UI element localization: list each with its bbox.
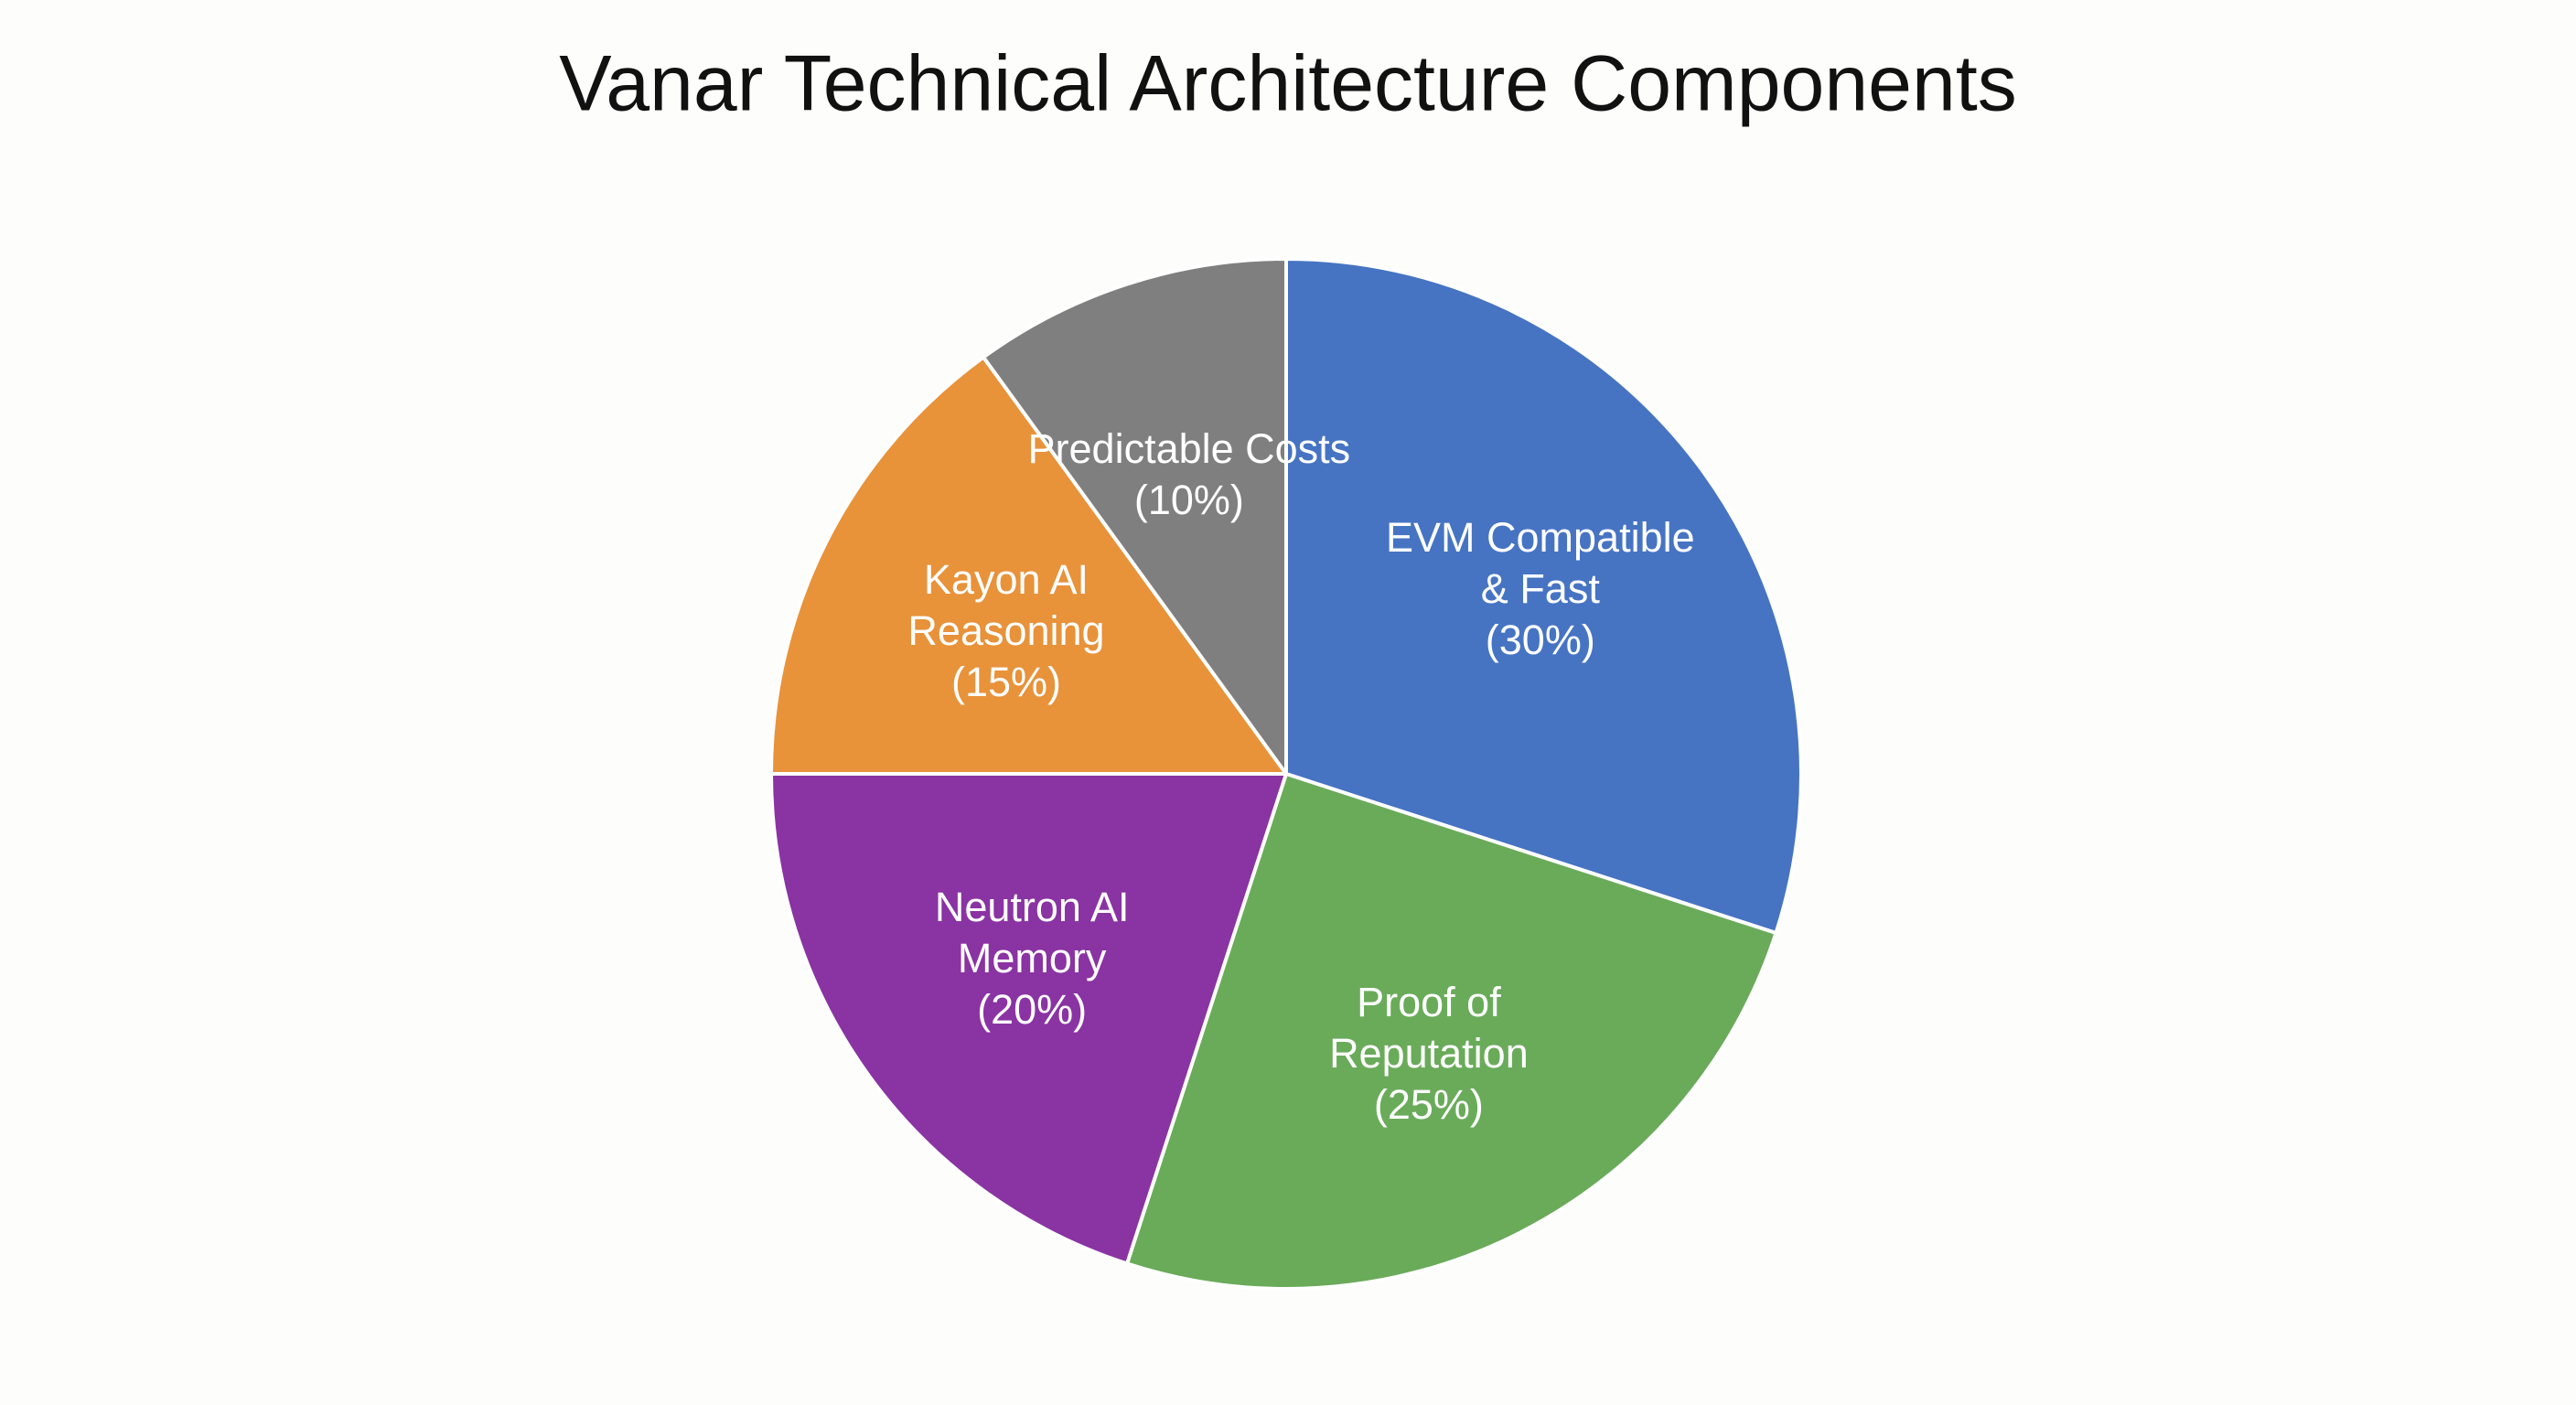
slice-name: Neutron AI Memory xyxy=(934,883,1130,981)
slice-name: Predictable Costs xyxy=(1027,425,1351,473)
pie-slice xyxy=(769,772,1288,1266)
slice-value-label: (25%) xyxy=(1373,1080,1484,1128)
slice-label: Neutron AI Memory (20%) xyxy=(863,882,1201,1035)
slice-value-label: (30%) xyxy=(1485,617,1595,664)
slice-value-label: (10%) xyxy=(1133,477,1244,524)
slice-value-label: (15%) xyxy=(950,659,1062,706)
pie-slice xyxy=(769,355,1288,776)
slice-name: Kayon AI Reasoning xyxy=(907,556,1105,655)
slice-label: EVM Compatible & Fast (30%) xyxy=(1371,512,1710,666)
slice-name: Proof of Reputation xyxy=(1329,978,1529,1077)
pie-slice xyxy=(1284,257,1803,935)
slice-label: Predictable Costs (10%) xyxy=(1028,424,1351,526)
pie-slice xyxy=(1125,772,1778,1291)
chart-title: Vanar Technical Architecture Components xyxy=(559,40,2016,128)
slice-name: EVM Compatible & Fast xyxy=(1386,514,1695,613)
slice-label: Proof of Reputation (25%) xyxy=(1260,977,1598,1131)
slice-value-label: (20%) xyxy=(977,985,1088,1033)
slice-label: Kayon AI Reasoning (15%) xyxy=(837,554,1175,708)
pie-slice xyxy=(982,257,1288,776)
